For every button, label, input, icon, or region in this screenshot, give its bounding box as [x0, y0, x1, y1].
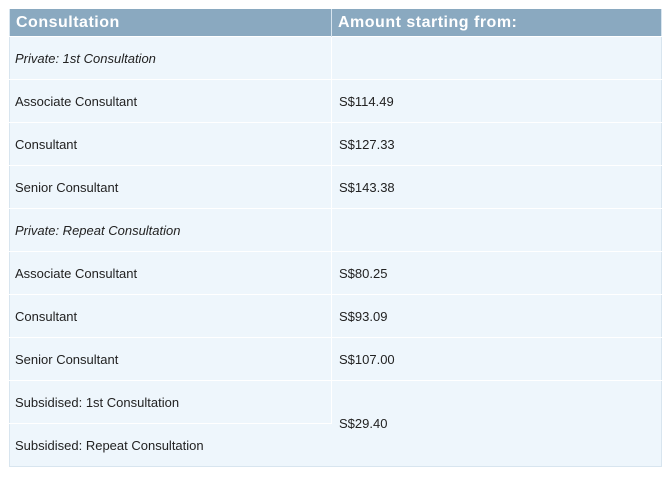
header-consultation: Consultation [9, 9, 332, 37]
table-row: Private: 1st Consultation [9, 36, 662, 80]
row-label: Senior Consultant [9, 337, 332, 381]
amount-cell [331, 36, 662, 80]
table-row: Senior Consultant S$107.00 [9, 337, 662, 381]
amount-cell: S$80.25 [331, 251, 662, 295]
section-label-private-1st: Private: 1st Consultation [9, 36, 332, 80]
table-row: Subsidised: 1st Consultation S$29.40 [9, 380, 662, 467]
table-row: Associate Consultant S$80.25 [9, 251, 662, 295]
amount-cell: S$93.09 [331, 294, 662, 338]
row-label: Senior Consultant [9, 165, 332, 209]
amount-cell [331, 208, 662, 252]
row-label: Subsidised: 1st Consultation [9, 380, 332, 424]
amount-cell: S$107.00 [331, 337, 662, 381]
row-label: Consultant [9, 294, 332, 338]
amount-cell: S$114.49 [331, 79, 662, 123]
table-row: Senior Consultant S$143.38 [9, 165, 662, 209]
amount-cell-subsidised: S$29.40 [331, 380, 662, 467]
table-row: Associate Consultant S$114.49 [9, 79, 662, 123]
table-header-row: Consultation Amount starting from: [9, 9, 662, 37]
table-row: Subsidised: Repeat Consultation [9, 423, 662, 467]
table-row: Consultant S$93.09 [9, 294, 662, 338]
row-label: Associate Consultant [9, 251, 332, 295]
row-label: Consultant [9, 122, 332, 166]
row-label: Associate Consultant [9, 79, 332, 123]
amount-cell: S$143.38 [331, 165, 662, 209]
header-amount: Amount starting from: [331, 9, 662, 37]
row-label: Subsidised: Repeat Consultation [9, 423, 332, 467]
table-row: Private: Repeat Consultation [9, 208, 662, 252]
section-label-private-repeat: Private: Repeat Consultation [9, 208, 332, 252]
consultation-fee-table: Consultation Amount starting from: Priva… [9, 9, 662, 467]
amount-cell: S$127.33 [331, 122, 662, 166]
table-row: Consultant S$127.33 [9, 122, 662, 166]
